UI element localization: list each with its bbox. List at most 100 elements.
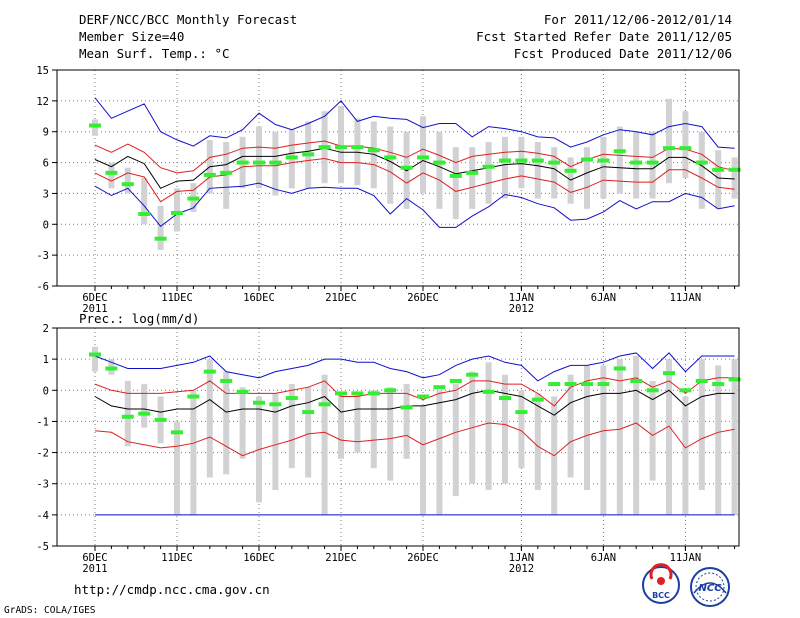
obs-marker: [203, 172, 216, 177]
obs-marker: [367, 148, 380, 153]
ensemble-bar: [256, 126, 262, 189]
ensemble-bar: [616, 359, 623, 515]
obs-marker: [351, 145, 364, 150]
obs-marker: [154, 236, 167, 241]
ensemble-bar: [551, 147, 558, 199]
ensemble-bar: [420, 116, 426, 194]
obs-marker: [384, 388, 397, 393]
x-tick-label: 21DEC: [325, 552, 357, 564]
obs-marker: [417, 155, 429, 160]
obs-marker: [105, 366, 118, 371]
obs-marker: [269, 402, 282, 407]
ensemble-bar: [616, 126, 623, 194]
ensemble-bar: [420, 405, 426, 515]
y-tick-label: 15: [36, 65, 49, 77]
obs-marker: [105, 170, 118, 175]
obs-marker: [630, 160, 643, 165]
x-tick-label: 16DEC: [243, 552, 275, 564]
obs-marker: [220, 378, 233, 383]
ensemble-bar: [436, 390, 443, 515]
x-tick-label: 26DEC: [407, 552, 439, 564]
obs-marker: [499, 158, 511, 163]
obs-marker: [663, 146, 675, 151]
y-tick-label: -5: [36, 541, 49, 553]
obs-marker: [679, 146, 692, 151]
member-size-label: Member Size=40: [79, 29, 185, 44]
x-tick-label: 1JAN: [509, 552, 534, 564]
obs-marker: [400, 165, 413, 170]
obs-marker: [728, 377, 741, 382]
obs-marker: [663, 371, 675, 376]
obs-marker: [154, 417, 167, 422]
ensemble-bar: [92, 346, 98, 372]
obs-marker: [433, 385, 446, 390]
obs-marker: [138, 411, 151, 416]
ensemble-bar: [92, 119, 98, 136]
obs-marker: [613, 366, 626, 371]
obs-marker: [253, 160, 265, 165]
obs-marker: [613, 149, 626, 154]
ensemble-bar: [698, 359, 705, 490]
ensemble-max-line: [94, 352, 735, 382]
x-tick-label: 6DEC: [82, 552, 107, 564]
ensemble-bar: [567, 374, 574, 478]
obs-marker: [581, 157, 593, 162]
obs-marker: [171, 430, 183, 435]
y-tick-label: -6: [36, 281, 49, 293]
ensemble-bar: [338, 393, 344, 459]
obs-marker: [285, 155, 298, 160]
x-tick-label: 21DEC: [325, 292, 357, 304]
ensemble-bar: [649, 380, 656, 481]
obs-marker: [597, 382, 610, 387]
obs-marker: [695, 378, 708, 383]
x-tick-sublabel: 2012: [509, 303, 534, 315]
ensemble-bar: [387, 126, 394, 204]
ensemble-bar: [534, 393, 541, 490]
y-tick-label: 0: [43, 385, 49, 397]
obs-marker: [581, 382, 593, 387]
chart-title: DERF/NCC/BCC Monthly Forecast: [79, 12, 298, 27]
obs-marker: [285, 396, 298, 401]
obs-marker: [466, 170, 479, 175]
ensemble-bar: [272, 393, 279, 490]
mean-std-line: [94, 422, 735, 457]
x-tick-label: 6JAN: [591, 552, 616, 564]
ensemble-bar: [698, 131, 705, 209]
ensemble-bar: [387, 387, 394, 481]
precip-label: Prec.: log(mm/d): [79, 311, 200, 326]
fcst-produced-date: Fcst Produced Date 2011/12/06: [513, 46, 732, 61]
fcst-started-date: Fcst Started Refer Date 2011/12/05: [476, 29, 732, 44]
plot-frame: [56, 69, 740, 287]
y-tick-label: -2: [36, 448, 49, 460]
x-tick-label: 6JAN: [591, 292, 616, 304]
obs-marker: [531, 158, 544, 163]
ensemble-bar: [584, 147, 590, 209]
obs-marker: [203, 369, 216, 374]
obs-marker: [236, 160, 249, 165]
obs-marker: [302, 410, 315, 415]
source-url[interactable]: http://cmdp.ncc.cma.gov.cn: [74, 582, 270, 597]
ensemble-bar: [354, 118, 361, 186]
obs-marker: [564, 382, 577, 387]
obs-marker: [630, 378, 643, 383]
ensemble-bar: [141, 384, 148, 428]
ensemble-bar: [518, 390, 525, 469]
obs-marker: [597, 158, 610, 163]
y-tick-label: -3: [36, 250, 49, 262]
ensemble-bar: [649, 131, 656, 199]
ensemble-bar: [452, 384, 459, 497]
obs-marker: [89, 123, 101, 128]
obs-marker: [433, 160, 446, 165]
obs-marker: [466, 372, 479, 377]
obs-marker: [515, 158, 528, 163]
ensemble-bar: [731, 359, 738, 515]
obs-marker: [482, 389, 495, 394]
variable-label: Mean Surf. Temp.: °C: [79, 46, 230, 61]
ensemble-bar: [469, 147, 476, 209]
ensemble-bar: [305, 387, 312, 478]
obs-marker: [89, 352, 101, 357]
obs-marker: [138, 212, 151, 216]
